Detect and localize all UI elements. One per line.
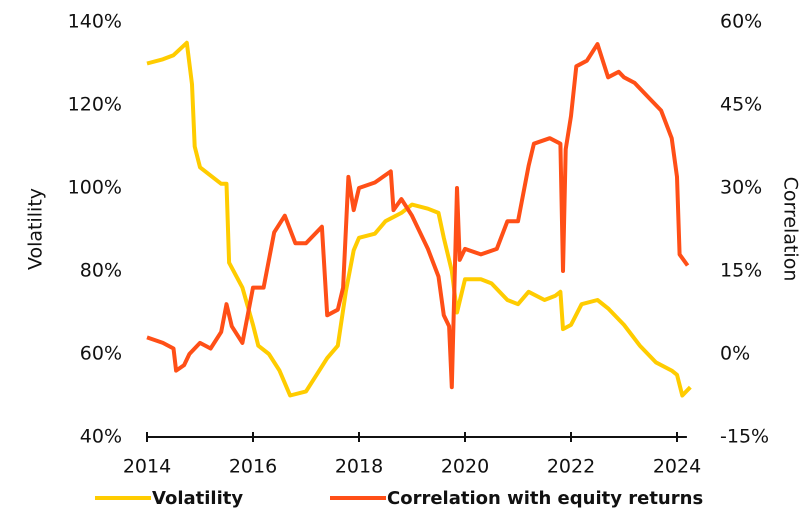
x-tick-label: 2016 [229,456,277,478]
x-tick-label: 2022 [547,456,595,478]
y-axis-label: Volatility [25,188,47,270]
y2-tick-label: -15% [720,426,769,448]
y-tick-label: 140% [68,11,122,33]
y2-tick-label: 15% [720,260,762,282]
x-tick-label: 2018 [335,456,383,478]
y2-tick-label: 0% [720,343,750,365]
y2-tick-label: 30% [720,177,762,199]
y2-tick-label: 45% [720,94,762,116]
x-tick-label: 2024 [653,456,701,478]
y2-axis-label: Correlation [780,177,802,282]
x-tick-label: 2014 [123,456,171,478]
series-line [146,42,690,390]
series-line [146,40,692,398]
y-tick-label: 120% [68,94,122,116]
x-tick-label: 2020 [441,456,489,478]
y2-tick-label: 60% [720,11,762,33]
y-tick-label: 60% [80,343,122,365]
y-tick-label: 40% [80,426,122,448]
y-tick-label: 100% [68,177,122,199]
y-tick-label: 80% [80,260,122,282]
legend-label: Volatility [152,488,243,509]
legend-label: Correlation with equity returns [387,488,703,509]
